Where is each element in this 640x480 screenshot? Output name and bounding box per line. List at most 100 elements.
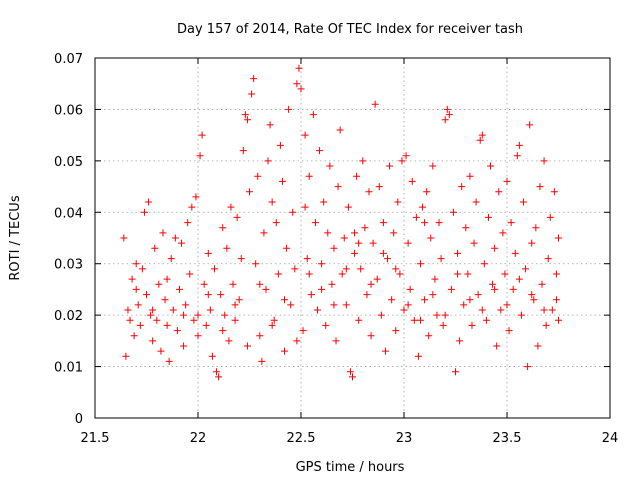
data-point — [349, 373, 356, 381]
y-tick-labels: 0 0.01 0.02 0.03 0.04 0.05 0.06 0.07 — [54, 52, 83, 427]
data-point — [149, 306, 157, 314]
data-point — [421, 219, 429, 227]
data-point — [340, 234, 348, 242]
data-point — [552, 296, 560, 304]
data-point — [522, 265, 530, 273]
data-point — [246, 188, 253, 196]
data-point — [219, 224, 227, 232]
data-point — [437, 255, 445, 263]
data-point — [299, 327, 307, 335]
data-point — [309, 111, 317, 119]
data-point — [555, 316, 562, 324]
x-tick-label: 22.5 — [287, 431, 316, 446]
data-point — [281, 296, 289, 304]
x-tick-labels: 21.5 22 22.5 23 23.5 24 — [81, 431, 619, 446]
data-point — [213, 368, 221, 376]
data-point — [231, 316, 239, 324]
data-point — [404, 301, 412, 309]
data-point — [274, 270, 282, 278]
data-point — [550, 188, 558, 196]
y-tick-label: 0.05 — [54, 155, 83, 170]
data-point — [196, 152, 204, 160]
data-point — [484, 213, 492, 221]
data-point — [291, 265, 299, 273]
data-point — [161, 296, 169, 304]
data-point — [435, 219, 443, 227]
grid-lines — [95, 58, 610, 418]
data-point — [202, 321, 210, 329]
data-point — [285, 105, 293, 113]
data-point — [474, 291, 482, 299]
data-point — [400, 306, 408, 314]
data-point — [445, 111, 453, 119]
data-point — [283, 244, 291, 252]
data-point — [122, 352, 130, 360]
data-point — [371, 100, 379, 108]
x-tick-label: 23.5 — [493, 431, 522, 446]
data-point — [301, 131, 309, 139]
data-point — [406, 285, 414, 293]
data-point — [482, 316, 490, 324]
data-point — [495, 188, 503, 196]
data-point — [511, 249, 519, 257]
data-point — [182, 301, 190, 309]
data-point — [501, 270, 509, 278]
data-point — [540, 157, 548, 165]
data-point — [223, 244, 231, 252]
data-point — [163, 275, 171, 283]
data-point — [429, 162, 437, 170]
data-point — [243, 342, 251, 350]
data-point — [256, 280, 264, 288]
data-point — [126, 316, 134, 324]
data-point — [143, 291, 150, 299]
data-point — [206, 306, 214, 314]
data-point — [233, 213, 241, 221]
data-point — [499, 229, 507, 237]
data-point — [427, 234, 435, 242]
data-point — [460, 301, 468, 309]
data-point — [530, 296, 538, 304]
data-point — [272, 219, 280, 227]
data-point — [295, 64, 303, 72]
data-point — [491, 244, 499, 252]
data-point — [470, 239, 478, 247]
data-point — [330, 301, 338, 309]
data-point — [328, 280, 336, 288]
data-point — [412, 213, 420, 221]
data-point — [307, 291, 315, 299]
data-point — [320, 198, 328, 206]
data-point — [163, 321, 171, 329]
data-point — [186, 270, 194, 278]
data-point — [365, 188, 373, 196]
data-point — [454, 249, 462, 257]
data-point — [330, 244, 338, 252]
data-point — [381, 347, 389, 355]
data-point — [423, 188, 431, 196]
data-point — [447, 285, 455, 293]
data-point — [130, 332, 138, 340]
data-point — [509, 285, 517, 293]
data-point — [363, 291, 371, 299]
data-point — [157, 347, 165, 355]
data-point — [390, 229, 398, 237]
data-point — [478, 131, 486, 139]
data-point — [124, 306, 132, 314]
data-point — [351, 229, 359, 237]
data-points — [120, 64, 562, 381]
data-point — [357, 265, 365, 273]
data-point — [384, 255, 392, 263]
y-tick-label: 0.04 — [54, 206, 83, 221]
data-point — [305, 172, 313, 180]
data-point — [184, 219, 192, 227]
data-point — [262, 285, 270, 293]
data-point — [552, 270, 560, 278]
data-point — [386, 162, 394, 170]
data-point — [392, 327, 400, 335]
data-point — [252, 260, 260, 268]
data-point — [221, 311, 229, 319]
data-point — [431, 275, 439, 283]
data-point — [534, 342, 542, 350]
data-point — [180, 311, 188, 319]
data-point — [361, 224, 369, 232]
data-point — [198, 131, 206, 139]
